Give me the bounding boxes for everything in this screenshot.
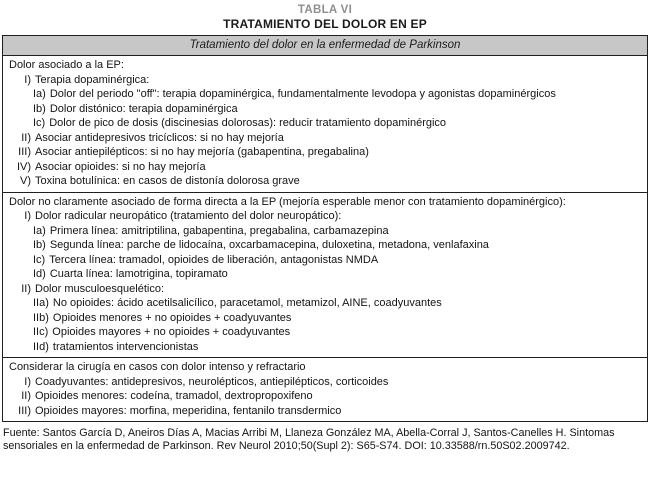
- row-text: Dolor de pico de dosis (discinesias dolo…: [49, 117, 447, 129]
- row-text: Dolor asociado a la EP:: [9, 59, 124, 71]
- table-body: Dolor asociado a la EP: I) Terapia dopamin…: [3, 56, 647, 421]
- row-text: Segunda línea: parche de lidocaína, oxca…: [49, 239, 489, 251]
- table-row: I) Dolor radicular neuropático (tratamien…: [9, 209, 643, 224]
- row-number: IId): [33, 340, 49, 353]
- table-row: IIb) Opioides menores + no opioides + coa…: [9, 311, 643, 326]
- table-label: TABLA VI: [297, 4, 353, 16]
- table-row: IV) Asociar opioides: si no hay mejoría: [9, 160, 643, 175]
- table-row: V) Toxina botulínica: en casos de distoní…: [9, 174, 643, 189]
- table-row: Id) Cuarta línea: lamotrigina, topiramato: [9, 267, 643, 282]
- table-row: I) Coadyuvantes: antidepresivos, neurolép…: [9, 375, 643, 390]
- row-text: Opioides menores + no opioides + coadyuv…: [52, 311, 292, 324]
- row-text: Considerar la cirugía en casos con dolor…: [9, 361, 306, 373]
- row-number: IIa): [33, 297, 49, 309]
- row-text: Dolor distónico: terapia dopaminérgica: [49, 102, 238, 115]
- table-row: Dolor no claramente asociado de forma di…: [9, 195, 601, 210]
- table-row: IId) tratamientos intervencionistas: [9, 340, 643, 355]
- table-row: III) Asociar antiepilépticos: si no hay m…: [9, 145, 643, 160]
- table-section: Dolor no claramente asociado de forma di…: [3, 191, 647, 358]
- row-text: Opioides mayores + no opioides + coadyuv…: [52, 326, 291, 338]
- table-row: Ib) Segunda línea: parche de lidocaína, o…: [9, 238, 643, 253]
- row-number: Ic): [33, 253, 46, 266]
- table-row: Ia) Primera línea: amitriptilina, gabapen…: [9, 224, 643, 239]
- table-row: IIa) No opioides: ácido acetilsalicílico,…: [9, 296, 643, 311]
- row-number: I): [24, 73, 31, 86]
- row-text: Primera línea: amitriptilina, gabapentin…: [49, 224, 389, 237]
- table-row: II) Asociar antidepresivos tricíclicos: s…: [9, 131, 643, 146]
- row-number: Ic): [33, 117, 46, 129]
- row-text: Dolor no claramente asociado de forma di…: [9, 195, 566, 208]
- row-number: Ia): [33, 224, 46, 237]
- row-number: III): [18, 404, 31, 417]
- row-number: I): [24, 375, 31, 388]
- row-number: Ib): [33, 102, 46, 115]
- table-row: II) Dolor musculoesquelético:: [9, 282, 643, 297]
- row-text: tratamientos intervencionistas: [52, 340, 199, 353]
- row-text: No opioides: ácido acetilsalicílico, par…: [52, 297, 442, 309]
- row-number: I): [24, 210, 31, 222]
- row-text: Terapia dopaminérgica:: [35, 73, 150, 86]
- row-number: IV): [16, 160, 31, 173]
- row-number: V): [20, 175, 31, 187]
- row-number: II): [21, 282, 31, 295]
- table-row: IIc) Opioides mayores + no opioides + coa…: [9, 325, 643, 340]
- row-text: Cuarta línea: lamotrigina, topiramato: [49, 268, 228, 280]
- row-number: Ib): [33, 239, 46, 251]
- table-header: Tratamiento del dolor en la enfermedad d…: [3, 36, 647, 56]
- row-text: Coadyuvantes: antidepresivos, neurolépti…: [35, 375, 389, 388]
- row-text: Dolor musculoesquelético:: [35, 282, 165, 295]
- table-row: III) Opioides mayores: morfina, meperidin…: [9, 404, 643, 419]
- table-row: Considerar la cirugía en casos con dolor…: [9, 360, 601, 375]
- row-number: III): [18, 146, 31, 158]
- table-section: Considerar la cirugía en casos con dolor…: [3, 357, 647, 421]
- row-text: Asociar antiepilépticos: si no hay mejor…: [35, 146, 369, 158]
- table-row: I) Terapia dopaminérgica:: [9, 73, 643, 88]
- source-citation: Fuente: Santos García D, Aneiros Días A,…: [3, 427, 615, 453]
- table-row: Ib) Dolor distónico: terapia dopaminérgic…: [9, 102, 643, 117]
- row-number: II): [21, 390, 31, 402]
- title-block: TABLA VI TRATAMIENTO DEL DOLOR EN EP: [0, 0, 650, 31]
- row-text: Dolor del periodo "off": terapia dopamin…: [49, 88, 556, 100]
- row-number: Id): [33, 268, 46, 280]
- table-row: Ic) Tercera línea: tramadol, opioides de …: [9, 253, 643, 268]
- table-section: Dolor asociado a la EP: I) Terapia dopamin…: [3, 56, 647, 192]
- treatment-table: Tratamiento del dolor en la enfermedad d…: [2, 35, 648, 422]
- table-row: Dolor asociado a la EP:: [9, 58, 601, 73]
- row-text: Opioides menores: codeína, tramadol, dex…: [35, 390, 313, 402]
- row-number: Ia): [33, 88, 46, 100]
- row-text: Dolor radicular neuropático (tratamiento…: [35, 210, 342, 222]
- row-text: Tercera línea: tramadol, opioides de lib…: [49, 253, 379, 266]
- table-row: Ic) Dolor de pico de dosis (discinesias d…: [9, 116, 643, 131]
- row-text: Opioides mayores: morfina, meperidina, f…: [35, 404, 342, 417]
- row-number: II): [21, 131, 31, 144]
- row-text: Asociar opioides: si no hay mejoría: [35, 160, 206, 173]
- row-text: Toxina botulínica: en casos de distonía …: [35, 175, 300, 187]
- row-number: IIc): [33, 326, 49, 338]
- table-row: Ia) Dolor del periodo "off": terapia dopa…: [9, 87, 643, 102]
- page-title: TRATAMIENTO DEL DOLOR EN EP: [223, 17, 427, 31]
- table-row: II) Opioides menores: codeína, tramadol, …: [9, 389, 643, 404]
- row-number: IIb): [33, 311, 49, 324]
- row-text: Asociar antidepresivos tricíclicos: si n…: [35, 131, 284, 144]
